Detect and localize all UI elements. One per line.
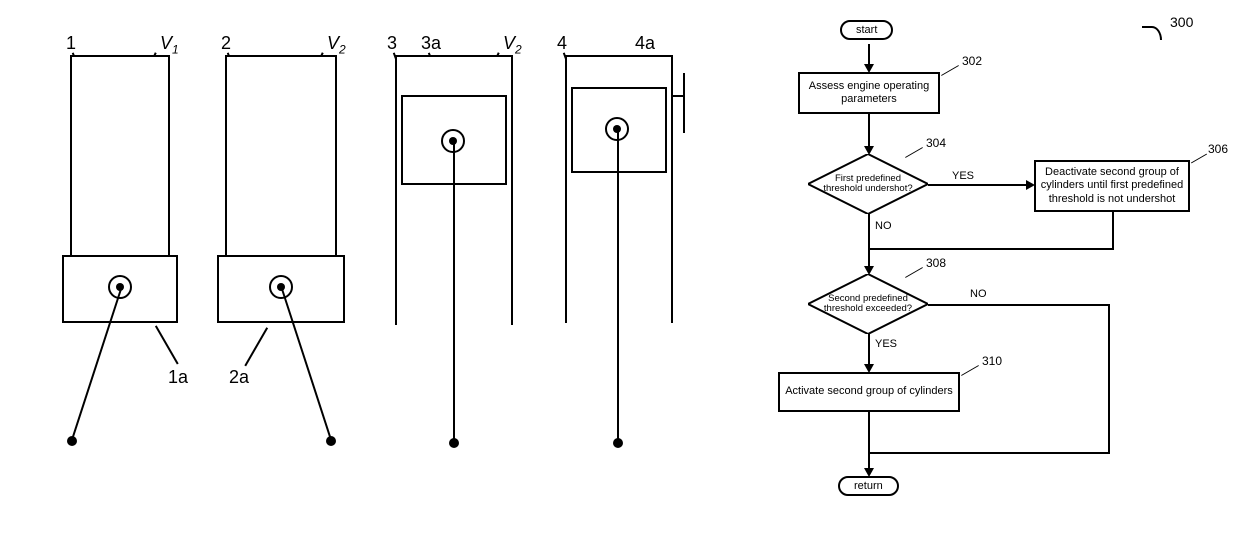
cylinder-2-piston-lead [244, 327, 267, 366]
cylinder-3-rod-end [449, 438, 459, 448]
arrow-310-to-return [868, 412, 870, 470]
arrow-start-to-302 [868, 44, 870, 66]
figure-reference-300: 300 [1170, 14, 1193, 30]
cylinder-4-rod-end [613, 438, 623, 448]
ref-302: 302 [962, 54, 982, 68]
ref-310-line [961, 365, 979, 376]
cylinder-4-inner-label: 4a [635, 33, 655, 54]
decision-308-no: NO [970, 288, 987, 300]
cylinder-4-wall-right-outer [683, 73, 685, 133]
process-310-text: Activate second group of cylinders [785, 385, 953, 398]
decision-308-text: Second predefined threshold exceeded? [808, 274, 928, 334]
cylinder-3-wall-right [511, 95, 513, 325]
cylinder-4-outer-lead [673, 95, 685, 97]
arrow-306-down [1112, 212, 1114, 248]
process-302: Assess engine operating parameters [798, 72, 940, 114]
cylinder-3-wall-left [395, 95, 397, 325]
decision-308: Second predefined threshold exceeded? [808, 274, 928, 334]
diagram-page: 1 V1 1a 2 V2 2a 3 [0, 0, 1240, 533]
cylinder-4-number: 4 [557, 33, 567, 54]
ref-302-line [941, 65, 959, 76]
cylinder-1-number: 1 [66, 33, 76, 54]
cylinder-1-rod-end [67, 436, 77, 446]
cylinder-3: 3 3a V2 [385, 55, 545, 475]
cylinder-2-volume-sub: 2 [339, 43, 346, 57]
ref-306-line [1191, 154, 1207, 164]
ref-310: 310 [982, 354, 1002, 368]
cylinder-4: 4 4a [555, 55, 715, 475]
arrow-302-to-304 [868, 114, 870, 148]
cylinder-2: 2 V2 2a [215, 55, 365, 475]
cylinder-4-wall-right [671, 87, 673, 323]
arrow-308-no-down [1108, 304, 1110, 452]
ref-306: 306 [1208, 142, 1228, 156]
decision-308-yes: YES [875, 338, 897, 350]
decision-304-yes: YES [952, 170, 974, 182]
cylinder-2-bore [225, 55, 337, 255]
arrow-merge-to-308 [868, 248, 870, 268]
arrow-308-no-left [868, 452, 1110, 454]
cylinder-1-volume-sub: 1 [172, 43, 179, 57]
cylinder-3-inner-label: 3a [421, 33, 441, 54]
cylinder-2-volume-sym: V [327, 33, 339, 53]
ref-304: 304 [926, 136, 946, 150]
arrow-308-no-right [928, 304, 1110, 306]
cylinder-1-volume-sym: V [160, 33, 172, 53]
cylinder-1-volume: V1 [160, 33, 179, 57]
cylinder-2-number: 2 [221, 33, 231, 54]
ref-308: 308 [926, 256, 946, 270]
cylinder-1-piston-label: 1a [168, 367, 188, 388]
process-306-text: Deactivate second group of cylinders unt… [1040, 166, 1184, 206]
process-306: Deactivate second group of cylinders unt… [1034, 160, 1190, 212]
decision-304-text: First predefined threshold undershot? [808, 154, 928, 214]
flowchart: 300 start Assess engine operating parame… [730, 20, 1230, 520]
cylinder-4-rod [617, 131, 619, 443]
cylinder-2-rod-end [326, 436, 336, 446]
cylinder-3-rod [453, 143, 455, 443]
cylinder-2-piston-label: 2a [229, 367, 249, 388]
cylinder-3-volume-sub: 2 [515, 43, 522, 57]
cylinder-1-bore [70, 55, 170, 255]
cylinder-2-volume: V2 [327, 33, 346, 57]
cylinder-1-piston-lead [155, 325, 178, 364]
arrow-308-to-310 [868, 334, 870, 366]
cylinder-1: 1 V1 1a [60, 55, 200, 475]
cylinder-3-number: 3 [387, 33, 397, 54]
cylinder-3-volume: V2 [503, 33, 522, 57]
decision-304-no: NO [875, 220, 892, 232]
cylinder-3-volume-sym: V [503, 33, 515, 53]
cylinder-3-bore [395, 55, 513, 95]
arrow-304-no [868, 214, 870, 248]
flow-start: start [840, 20, 893, 40]
arrow-304-to-306 [928, 184, 1026, 186]
arrow-306-left [868, 248, 1114, 250]
cylinder-4-wall-left [565, 87, 567, 323]
figure-reference-curve [1142, 26, 1162, 40]
cylinder-4-bore [565, 55, 673, 87]
process-302-text: Assess engine operating parameters [804, 80, 934, 106]
flow-return: return [838, 476, 899, 496]
decision-304: First predefined threshold undershot? [808, 154, 928, 214]
process-310: Activate second group of cylinders [778, 372, 960, 412]
